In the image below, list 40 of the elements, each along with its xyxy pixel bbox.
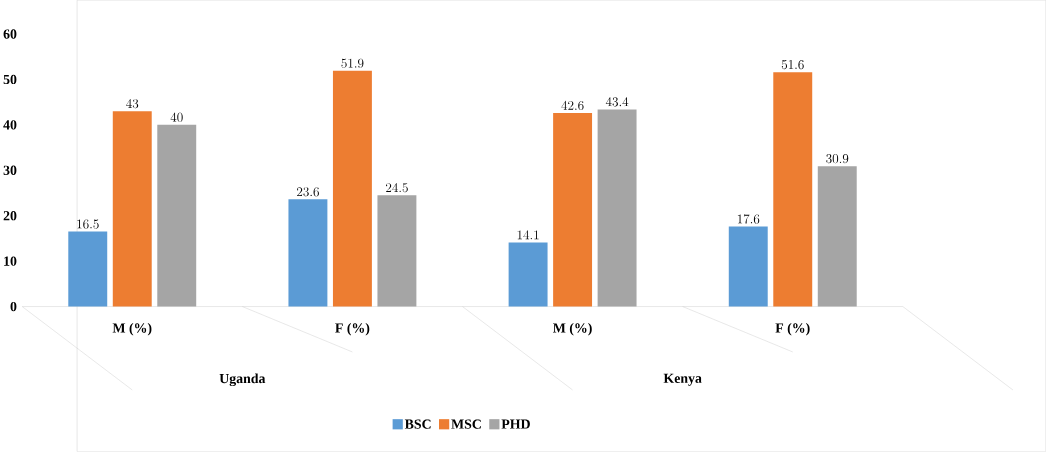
bar: [68, 231, 108, 307]
data-label: 42.6: [561, 100, 584, 111]
y-tick-label: 50: [3, 74, 17, 85]
y-tick-label: 20: [3, 211, 17, 221]
bar: [728, 226, 768, 307]
bar: [553, 113, 593, 307]
bar: [288, 199, 328, 307]
data-label: 40: [170, 112, 183, 122]
bar: [597, 109, 637, 307]
data-label: 14. 1: [517, 230, 539, 240]
text: Kenya: [663, 373, 702, 386]
x-tick-label: M (%): [553, 323, 592, 336]
legend-label: PHD: [501, 419, 530, 429]
y-tick-label: 40: [3, 120, 17, 130]
data-label: 51 .6: [781, 60, 804, 70]
bar: [112, 111, 152, 307]
data-label: 30.9: [826, 154, 849, 164]
y-tick-label: 60: [3, 29, 17, 39]
bar: [157, 124, 197, 307]
data-label: 43: [126, 99, 139, 109]
x-tick-label: F (%): [335, 323, 370, 336]
bar: [817, 166, 857, 307]
x-tick-label: F (%): [775, 323, 810, 336]
y-tick-label: 0: [10, 301, 17, 312]
legend-label: BSC: [404, 419, 431, 429]
data-label: 17.6: [737, 214, 760, 224]
bar: [508, 242, 548, 307]
y-tick-label: 10: [4, 256, 17, 266]
data-label: 43.4: [605, 97, 629, 107]
data-label: 24.5: [385, 183, 408, 193]
bar: [773, 72, 813, 307]
data-label: 16.5: [77, 219, 99, 229]
data-label: 23.6: [297, 187, 319, 197]
legend-label: MSC: [451, 419, 481, 429]
x-tick-label: M (%): [112, 323, 152, 336]
data-label: 51 .9: [341, 58, 364, 68]
bar: [377, 195, 417, 307]
bar: [332, 70, 372, 307]
y-tick-label: 30: [3, 165, 17, 176]
text: Uganda: [219, 373, 266, 387]
